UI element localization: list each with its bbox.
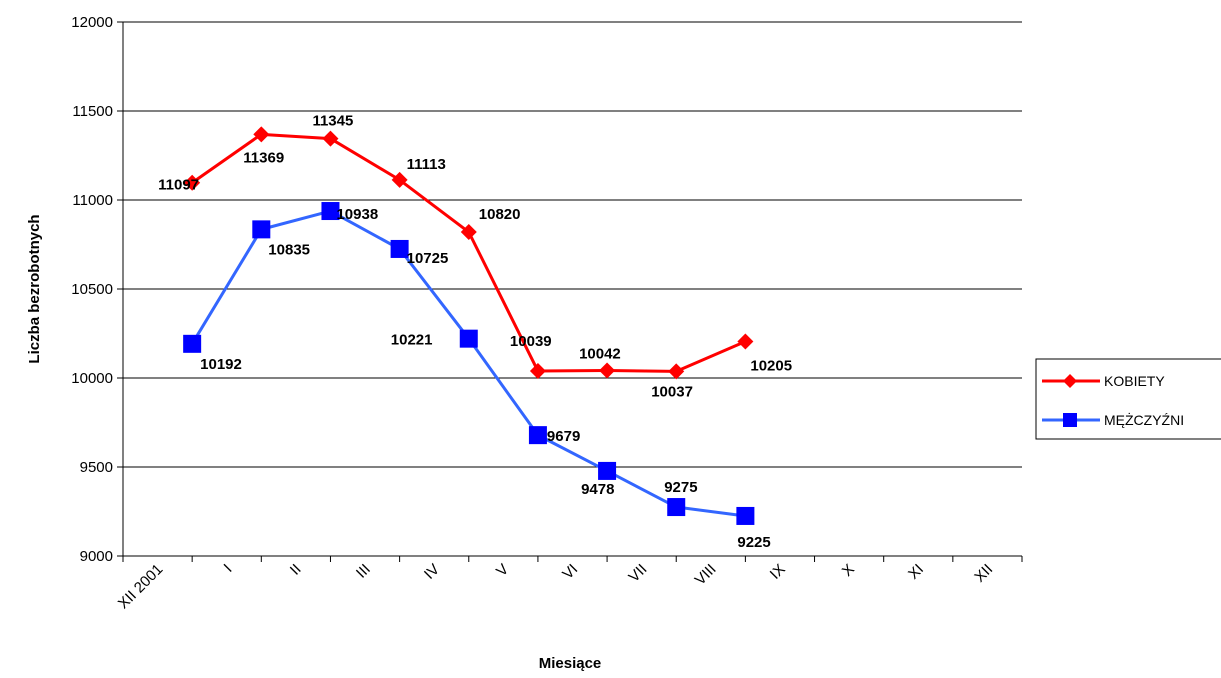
data-point: [529, 363, 546, 380]
data-label: 10039: [510, 333, 552, 350]
x-tick-label: V: [493, 561, 512, 580]
data-point: [737, 333, 754, 350]
x-tick-label: VI: [559, 561, 581, 583]
x-tick-label: IX: [767, 561, 789, 583]
data-point: [183, 334, 202, 353]
data-point: [667, 498, 686, 517]
data-label: 10205: [750, 358, 792, 375]
data-point: [252, 220, 271, 239]
data-labels: 11097 11369 11345 11113 10820 10039 10042 10037…: [158, 113, 792, 551]
x-tick-label: X: [839, 561, 858, 580]
x-axis-title: Miesiące: [539, 655, 602, 672]
data-point: [322, 130, 339, 147]
x-tick-label: XII: [971, 561, 996, 586]
data-label: 9478: [581, 481, 614, 498]
data-label: 11369: [243, 149, 284, 166]
y-axis-title: Liczba bezrobotnych: [26, 214, 43, 363]
y-tick-label: 9500: [80, 459, 113, 476]
data-label: 9225: [737, 534, 770, 551]
data-label: 10037: [651, 383, 693, 400]
data-point: [736, 506, 755, 525]
y-tick-label: 10000: [71, 370, 113, 387]
data-label: 11345: [312, 113, 353, 130]
gridlines: [123, 21, 1022, 468]
data-point: [599, 362, 616, 379]
legend-marker: [1063, 413, 1077, 427]
data-point: [668, 363, 685, 380]
y-tick-label: 9000: [80, 548, 113, 565]
data-label: 10192: [200, 356, 242, 373]
x-tick-label: XII 2001: [115, 561, 167, 613]
data-point: [321, 202, 340, 221]
data-label: 9679: [547, 428, 580, 445]
data-label: 10725: [407, 250, 449, 267]
x-tick-label: III: [353, 561, 374, 582]
x-tick-labels: XII 2001 I II III IV V VI VII VIII IX X XI XII: [115, 561, 996, 613]
legend: KOBIETY MĘŻCZYŹNI: [1035, 358, 1221, 440]
data-label: 9275: [664, 479, 697, 496]
y-tick-label: 10500: [71, 281, 113, 298]
axes: [117, 21, 1023, 562]
data-label: 11113: [407, 156, 446, 173]
legend-label: KOBIETY: [1104, 373, 1165, 389]
legend-marker: [1063, 374, 1077, 388]
data-label: 10820: [479, 206, 521, 223]
data-point: [184, 174, 201, 191]
data-point: [459, 329, 478, 348]
x-tick-label: XI: [905, 561, 927, 583]
data-label: 10835: [268, 241, 310, 258]
y-tick-label: 11500: [72, 103, 113, 120]
data-label: 10221: [391, 332, 433, 349]
x-tick-label: VIII: [692, 561, 720, 589]
data-point: [391, 171, 408, 188]
data-point: [598, 461, 617, 480]
y-tick-label: 11000: [72, 192, 113, 209]
data-label: 10042: [579, 346, 621, 363]
x-tick-label: IV: [421, 561, 443, 583]
x-tick-label: I: [221, 561, 236, 576]
legend-label: MĘŻCZYŹNI: [1104, 411, 1184, 428]
series-group: [183, 126, 755, 525]
x-tick-label: II: [287, 561, 305, 579]
data-label: 11097: [158, 177, 199, 194]
data-point: [460, 224, 477, 241]
data-label: 10938: [336, 206, 378, 223]
x-tick-label: VII: [625, 561, 650, 586]
data-point: [253, 126, 270, 143]
y-tick-label: 12000: [71, 14, 113, 31]
data-point: [528, 426, 547, 445]
data-point: [390, 239, 409, 258]
y-tick-labels: 9000 9500 10000 10500 11000 11500 12000: [71, 14, 113, 565]
